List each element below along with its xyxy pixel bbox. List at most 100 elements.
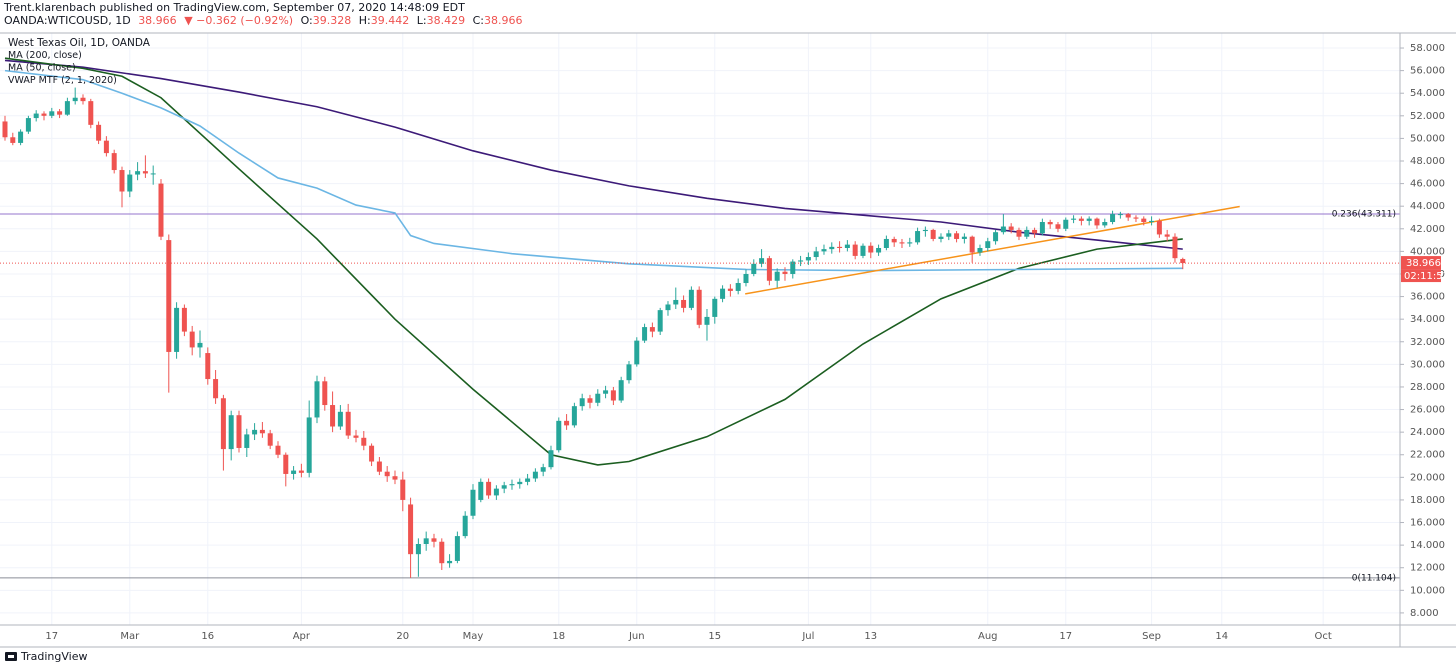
y-tick-label: 48.000 xyxy=(1410,156,1445,167)
candle-body xyxy=(150,173,156,175)
candle-body xyxy=(1086,218,1092,221)
y-tick-label: 58.000 xyxy=(1410,43,1445,54)
candle-body xyxy=(1125,214,1131,218)
candle-body xyxy=(486,481,492,496)
x-tick-label: 18 xyxy=(552,631,565,642)
candle-body xyxy=(400,479,406,500)
x-tick-label: 17 xyxy=(1059,631,1072,642)
plot: 0.236(43.311) 0(11.104) xyxy=(0,33,1400,625)
symbol-line: OANDA:WTICOUSD, 1D 38.966 ▼ −0.362 (−0.9… xyxy=(4,14,522,27)
candle-body xyxy=(72,97,78,102)
y-tick-label: 18.000 xyxy=(1410,495,1445,506)
candle-body xyxy=(189,331,195,348)
candle-body xyxy=(696,289,702,325)
candle-body xyxy=(1078,218,1084,221)
candle-body xyxy=(25,118,31,132)
candle-body xyxy=(213,379,219,399)
candle-body xyxy=(1055,224,1061,229)
legend-entry: MA (50, close) xyxy=(8,63,76,74)
candle-body xyxy=(119,170,125,192)
candle-body xyxy=(595,393,601,403)
candle-body xyxy=(384,471,390,477)
candle-body xyxy=(314,381,320,418)
candle-body xyxy=(431,538,437,542)
candle-body xyxy=(782,271,788,274)
candle-body xyxy=(868,245,874,253)
candle-body xyxy=(1172,236,1178,259)
indicator-line xyxy=(4,69,1183,272)
candle-body xyxy=(766,258,772,281)
candle-body xyxy=(915,231,921,243)
candle-body xyxy=(1039,222,1045,234)
candle-body xyxy=(501,485,507,489)
y-tick-label: 24.000 xyxy=(1410,427,1445,438)
candle-body xyxy=(642,327,648,341)
y-tick-label: 52.000 xyxy=(1410,111,1445,122)
y-tick-label: 20.000 xyxy=(1410,472,1445,483)
candle-body xyxy=(977,247,983,253)
candle-body xyxy=(564,420,570,426)
candle-body xyxy=(408,504,414,555)
candle-body xyxy=(1000,226,1006,233)
candle-body xyxy=(837,246,843,248)
candle-body xyxy=(899,242,905,244)
candle-body xyxy=(18,131,24,143)
ohlc-label: O: xyxy=(301,14,313,27)
candle-body xyxy=(267,433,273,446)
candle-body xyxy=(844,244,850,248)
candle-body xyxy=(33,113,39,119)
candle-body xyxy=(376,461,382,472)
y-tick-label: 22.000 xyxy=(1410,450,1445,461)
candle-body xyxy=(493,488,499,496)
candle-body xyxy=(1164,234,1170,237)
brand-logo xyxy=(5,652,17,661)
y-tick-label: 34.000 xyxy=(1410,314,1445,325)
candle-body xyxy=(993,232,999,242)
candle-body xyxy=(447,560,453,564)
candle-body xyxy=(665,304,671,311)
x-tick-label: Sep xyxy=(1142,631,1161,642)
candle-body xyxy=(821,249,827,252)
candle-body xyxy=(938,236,944,239)
candle-body xyxy=(907,242,913,244)
candle-body xyxy=(57,111,63,115)
fib-label: 0.236(43.311) xyxy=(1332,209,1396,219)
candle-body xyxy=(540,467,546,472)
candle-body xyxy=(220,398,226,450)
ohlc-label: L: xyxy=(417,14,427,27)
candle-body xyxy=(876,247,882,253)
candle-body xyxy=(462,515,468,537)
candle-body xyxy=(985,241,991,248)
candle-body xyxy=(751,263,757,274)
ohlc-value: 38.966 xyxy=(484,14,523,27)
candle-body xyxy=(1094,218,1100,226)
candle-body xyxy=(64,101,70,115)
y-tick-label: 26.000 xyxy=(1410,405,1445,416)
candle-body xyxy=(626,364,632,381)
candle-body xyxy=(579,398,585,407)
candle-body xyxy=(681,299,687,308)
candle-body xyxy=(720,288,726,299)
candle-body xyxy=(509,484,515,486)
candle-body xyxy=(228,415,234,450)
candle-body xyxy=(798,260,804,262)
candle-body xyxy=(930,229,936,239)
candle-body xyxy=(525,478,531,482)
candle-body xyxy=(345,411,351,436)
candle-body xyxy=(735,283,741,291)
candle-body xyxy=(532,471,538,479)
candle-body xyxy=(673,299,679,305)
candle-body xyxy=(158,183,164,237)
candle-body xyxy=(1133,217,1139,219)
candle-body xyxy=(252,429,258,435)
candle-body xyxy=(571,406,577,426)
y-tick-label: 32.000 xyxy=(1410,337,1445,348)
candle-body xyxy=(922,229,928,232)
candle-body xyxy=(454,536,460,561)
x-tick-label: May xyxy=(463,631,484,642)
symbol: OANDA:WTICOUSD, 1D xyxy=(4,14,131,27)
candle-body xyxy=(166,240,172,352)
candle-body xyxy=(244,434,250,448)
candle-body xyxy=(704,316,710,325)
